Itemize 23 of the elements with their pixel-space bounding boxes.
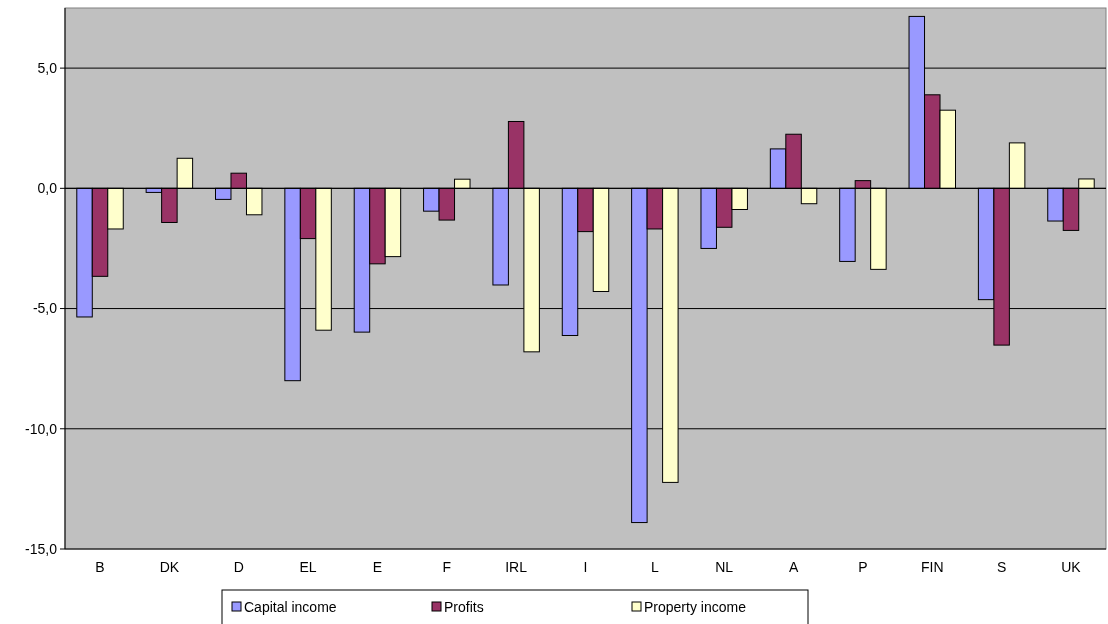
x-tick-label: E xyxy=(372,559,383,575)
x-tick-label: EL xyxy=(299,559,317,575)
x-tick-label: FIN xyxy=(920,559,944,575)
x-tick-label: NL xyxy=(715,559,734,575)
x-tick-label: IRL xyxy=(505,559,528,575)
legend-label: Capital income xyxy=(244,598,337,615)
y-tick-label: -10,0 xyxy=(25,420,58,437)
x-tick-label: UK xyxy=(1061,559,1082,575)
x-tick-label: D xyxy=(233,559,244,575)
x-tick-label: I xyxy=(583,559,588,575)
x-tick-label: F xyxy=(442,559,452,575)
x-tick-label: L xyxy=(650,559,659,575)
y-tick-label: 0,0 xyxy=(37,180,58,197)
y-tick-label: 5,0 xyxy=(37,60,58,77)
x-tick-label: B xyxy=(95,559,105,575)
legend-label: Profits xyxy=(444,598,484,615)
legend-label: Property income xyxy=(644,598,747,615)
y-tick-label: -5,0 xyxy=(32,300,58,317)
x-tick-label: S xyxy=(996,559,1007,575)
x-tick-label: A xyxy=(788,559,799,575)
y-tick-label: -15,0 xyxy=(25,540,58,557)
x-tick-label: P xyxy=(858,559,868,575)
x-tick-label: DK xyxy=(159,559,180,575)
